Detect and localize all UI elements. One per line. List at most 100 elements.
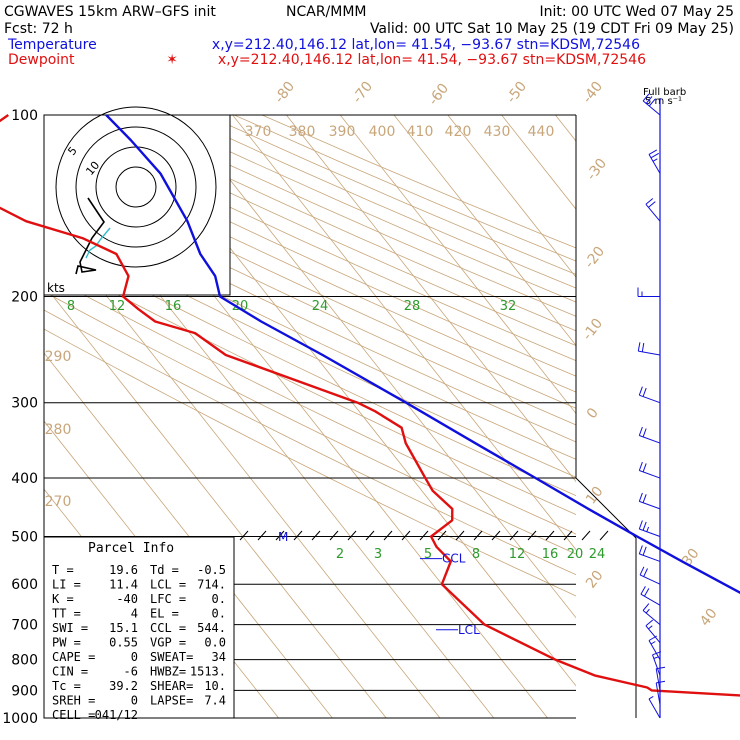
parcel-info-cell: 0. [212,592,226,606]
wind-barb-feather [642,387,647,397]
temperature-profile-line [105,114,740,594]
dewpoint-profile-line [0,114,740,697]
dry-adiabat-line [150,115,576,303]
parcel-info-cell: 11.4 [109,578,138,592]
wind-barb-feather [638,461,643,471]
parcel-info-cell: EL = [150,607,179,621]
isotherm-line [232,115,576,551]
wind-barb [639,574,661,585]
pressure-tick-label: 200 [11,290,38,306]
hodograph-units-label: kts [47,281,65,295]
lcl-level-label: LCL [458,623,480,637]
wind-barb-feather [637,342,641,352]
wind-barb [639,394,661,404]
dry-adiabat-line [44,130,576,377]
wind-barb-feather [650,641,656,645]
parcel-info-cell: LCL = [150,578,186,592]
isotherm-line [447,115,576,278]
wind-barb-feather [638,426,643,436]
wind-barb-feather [642,463,647,473]
mixing-ratio-tick-label: 8 [67,299,75,314]
wind-barb-feather [648,149,658,155]
parcel-info-title: Parcel Info [88,541,174,556]
hatch-mark [257,530,267,541]
parcel-info-cell: 0 [131,650,138,664]
parcel-info-cell: LFC = [150,592,186,606]
isotherm-tick-label: -20 [582,244,609,272]
isotherm-line [44,352,333,718]
isotherm-line [609,115,740,718]
pressure-tick-label: 100 [11,108,38,124]
wind-barb-feather [638,386,643,396]
wind-barb-feather [638,520,643,530]
dry-adiabat-line [44,222,576,478]
hatch-mark [599,530,609,541]
isotherm-line [393,115,576,347]
pressure-tick-label: 900 [11,683,38,699]
wind-barb [639,500,661,510]
forecast-hour: Fcst: 72 h [4,21,73,37]
theta-tick-label: 280 [45,422,72,438]
wind-barb [642,100,661,116]
parcel-info-cell: HWBZ= [150,665,186,679]
parcel-info-cell: T = [52,563,74,577]
pressure-tick-label: 300 [11,396,38,412]
parcel-info-cell: SWI = [52,621,88,635]
pressure-tick-label: 500 [11,529,38,545]
wind-barb-feather [638,492,643,502]
theta-tick-label: 430 [484,124,511,140]
parcel-info-cell: SHEAR= [150,679,193,693]
center-label: NCAR/MMM [286,4,367,20]
mixing-ratio-line [730,537,740,719]
hodograph-ring-3 [75,126,197,248]
hatch-mark [275,530,285,541]
parcel-info-panel: Parcel Info T = 19.6 Td = -0.5 LI = 11.4 LCL =… [43,536,235,722]
mixing-ratio-tick-label: 8 [472,547,480,562]
isotherm-tick-label: 20 [583,568,607,592]
hatch-mark [329,530,339,541]
hatch-mark [365,530,375,541]
wind-barb [638,350,661,356]
mixing-ratio-tick-label: 3 [374,547,382,562]
theta-tick-label: 270 [45,494,72,510]
parcel-info-cell: PW = [52,636,81,650]
wind-barb-feather [650,152,660,159]
isotherm-tick-label: -70 [350,79,377,107]
parcel-info-cell: 1513. [190,665,226,679]
isotherm-tick-label: 0 [584,405,602,422]
parcel-info-cell: CCL = [150,621,186,635]
hatch-mark [437,530,447,541]
barb-legend-units: 5 m s⁻¹ [645,96,682,107]
parcel-info-cell: 34 [212,650,226,664]
hatch-mark [401,530,411,541]
hodograph-ring-outer [55,106,217,268]
mixing-ratio-tick-label: 16 [165,299,182,314]
wind-barb-feather [645,608,650,614]
dry-adiabat-line [44,309,576,576]
wind-barb-feather [642,428,647,438]
wind-barb [655,668,661,691]
wind-barb [640,593,661,606]
parcel-info-cell: 15.1 [109,621,138,635]
hatch-mark [509,530,519,541]
mixing-ratio-tick-label: 28 [404,299,421,314]
theta-tick-label: 420 [445,124,472,140]
dewpoint-legend: Dewpoint [8,52,75,68]
wind-barb [642,610,661,625]
isotherm-line [44,284,387,718]
hatch-mark [455,530,465,541]
theta-tick-label: 410 [407,124,434,140]
parcel-info-cell: CIN = [52,665,88,679]
mixing-ratio-tick-label: 32 [500,299,517,314]
isotherm-tick-label: -10 [580,316,607,344]
hatch-mark [383,530,393,541]
hodograph-trace-mid [85,227,111,259]
isotherm-tick-label: 40 [697,606,721,630]
parcel-info-cell: Td = [150,563,179,577]
valid-time: Valid: 00 UTC Sat 10 May 25 (19 CDT Fri … [370,21,734,37]
theta-tick-label: 380 [289,124,316,140]
wind-barb-feather [648,98,656,107]
hatch-mark [491,530,501,541]
parcel-info-cell: 19.6 [109,563,138,577]
dry-adiabat-line [44,116,576,362]
